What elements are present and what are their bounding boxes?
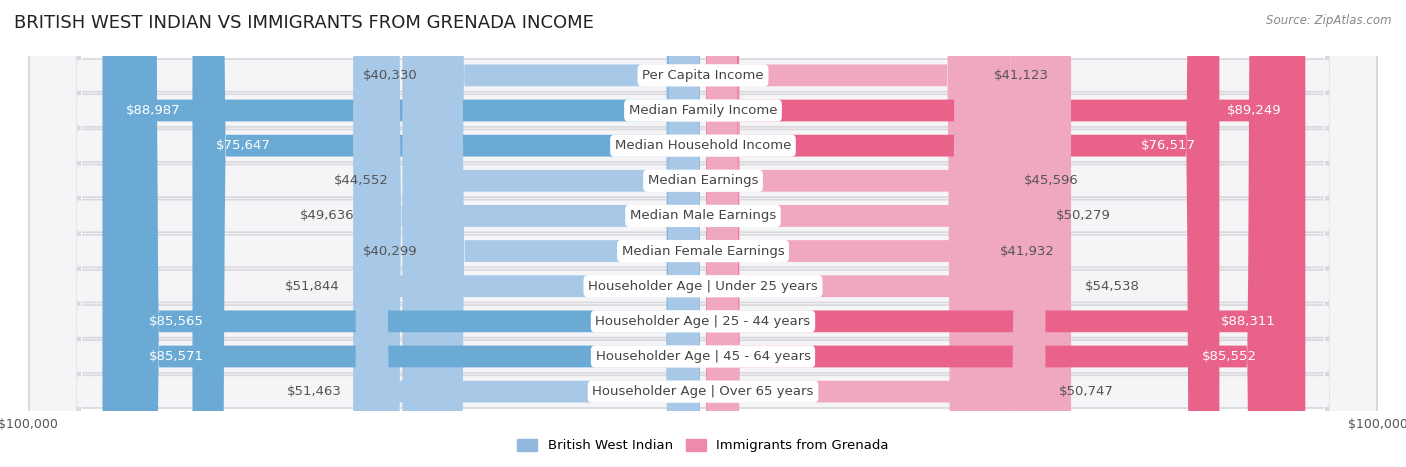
FancyBboxPatch shape: [30, 0, 1376, 467]
Text: $51,463: $51,463: [287, 385, 342, 398]
FancyBboxPatch shape: [356, 0, 700, 467]
FancyBboxPatch shape: [193, 0, 700, 467]
Text: Householder Age | Over 65 years: Householder Age | Over 65 years: [592, 385, 814, 398]
Text: $51,844: $51,844: [285, 280, 340, 293]
Text: $85,552: $85,552: [1202, 350, 1257, 363]
Text: BRITISH WEST INDIAN VS IMMIGRANTS FROM GRENADA INCOME: BRITISH WEST INDIAN VS IMMIGRANTS FROM G…: [14, 14, 593, 32]
FancyBboxPatch shape: [30, 0, 1376, 467]
Text: $49,636: $49,636: [299, 209, 354, 222]
FancyBboxPatch shape: [28, 0, 1378, 467]
FancyBboxPatch shape: [28, 0, 1378, 467]
Text: $40,330: $40,330: [363, 69, 418, 82]
FancyBboxPatch shape: [30, 0, 1376, 467]
FancyBboxPatch shape: [28, 0, 1378, 467]
Text: Median Family Income: Median Family Income: [628, 104, 778, 117]
Text: Median Earnings: Median Earnings: [648, 174, 758, 187]
FancyBboxPatch shape: [125, 0, 700, 467]
FancyBboxPatch shape: [368, 0, 700, 467]
Text: $45,596: $45,596: [1024, 174, 1078, 187]
Text: Householder Age | 45 - 64 years: Householder Age | 45 - 64 years: [596, 350, 810, 363]
FancyBboxPatch shape: [30, 0, 1376, 467]
FancyBboxPatch shape: [402, 0, 700, 467]
FancyBboxPatch shape: [30, 0, 1376, 467]
FancyBboxPatch shape: [353, 0, 700, 467]
Text: Householder Age | 25 - 44 years: Householder Age | 25 - 44 years: [595, 315, 811, 328]
Legend: British West Indian, Immigrants from Grenada: British West Indian, Immigrants from Gre…: [512, 434, 894, 458]
FancyBboxPatch shape: [706, 0, 1281, 467]
FancyBboxPatch shape: [28, 0, 1378, 467]
FancyBboxPatch shape: [706, 0, 1011, 467]
Text: $88,311: $88,311: [1220, 315, 1275, 328]
Text: Source: ZipAtlas.com: Source: ZipAtlas.com: [1267, 14, 1392, 27]
FancyBboxPatch shape: [706, 0, 1071, 467]
FancyBboxPatch shape: [706, 0, 1305, 467]
Text: $89,249: $89,249: [1227, 104, 1282, 117]
Text: Per Capita Income: Per Capita Income: [643, 69, 763, 82]
Text: $50,279: $50,279: [1056, 209, 1111, 222]
Text: $88,987: $88,987: [127, 104, 181, 117]
FancyBboxPatch shape: [706, 0, 1046, 467]
Text: $75,647: $75,647: [217, 139, 271, 152]
FancyBboxPatch shape: [706, 0, 1042, 467]
FancyBboxPatch shape: [28, 0, 1378, 467]
FancyBboxPatch shape: [28, 0, 1378, 467]
Text: $85,571: $85,571: [149, 350, 204, 363]
Text: $76,517: $76,517: [1140, 139, 1195, 152]
FancyBboxPatch shape: [103, 0, 700, 467]
FancyBboxPatch shape: [30, 0, 1376, 467]
FancyBboxPatch shape: [28, 0, 1378, 467]
FancyBboxPatch shape: [706, 0, 980, 467]
FancyBboxPatch shape: [706, 0, 1219, 467]
FancyBboxPatch shape: [432, 0, 700, 467]
Text: $41,123: $41,123: [994, 69, 1049, 82]
Text: $44,552: $44,552: [335, 174, 389, 187]
Text: $41,932: $41,932: [1000, 245, 1054, 258]
Text: $54,538: $54,538: [1084, 280, 1139, 293]
FancyBboxPatch shape: [28, 0, 1378, 467]
FancyBboxPatch shape: [706, 0, 1299, 467]
FancyBboxPatch shape: [28, 0, 1378, 467]
FancyBboxPatch shape: [30, 0, 1376, 467]
FancyBboxPatch shape: [30, 0, 1376, 467]
FancyBboxPatch shape: [125, 0, 700, 467]
Text: $40,299: $40,299: [363, 245, 418, 258]
FancyBboxPatch shape: [30, 0, 1376, 467]
FancyBboxPatch shape: [30, 0, 1376, 467]
FancyBboxPatch shape: [28, 0, 1378, 467]
Text: $50,747: $50,747: [1059, 385, 1114, 398]
FancyBboxPatch shape: [430, 0, 700, 467]
Text: $85,565: $85,565: [149, 315, 204, 328]
Text: Median Female Earnings: Median Female Earnings: [621, 245, 785, 258]
FancyBboxPatch shape: [706, 0, 986, 467]
Text: Median Male Earnings: Median Male Earnings: [630, 209, 776, 222]
Text: Median Household Income: Median Household Income: [614, 139, 792, 152]
Text: Householder Age | Under 25 years: Householder Age | Under 25 years: [588, 280, 818, 293]
